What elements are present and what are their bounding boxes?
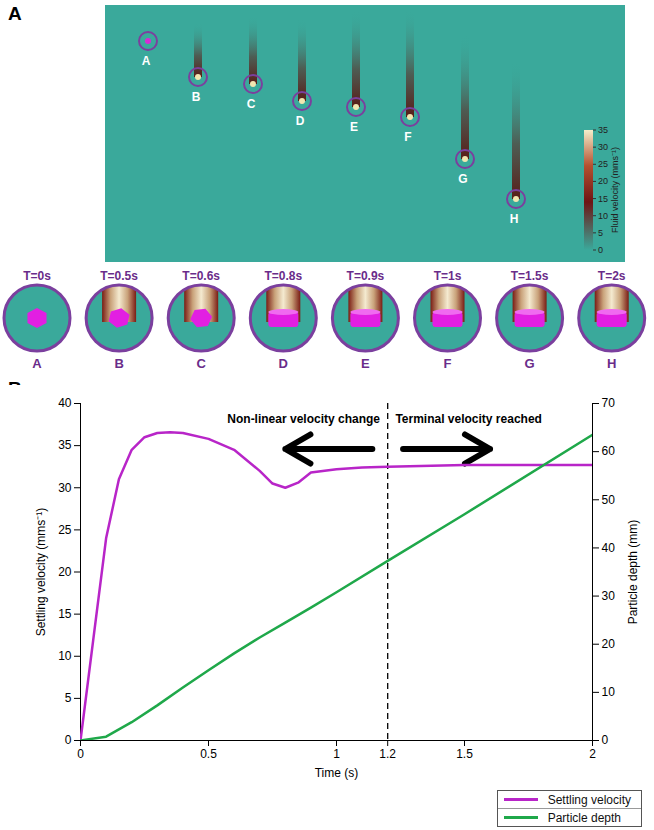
- svg-text:5: 5: [65, 691, 72, 705]
- svg-text:0: 0: [65, 733, 72, 747]
- svg-text:Time (s): Time (s): [315, 766, 359, 780]
- svg-text:15: 15: [58, 607, 72, 621]
- svg-text:A: A: [8, 3, 22, 24]
- svg-text:30: 30: [598, 142, 608, 152]
- svg-text:40: 40: [58, 396, 72, 410]
- svg-text:T=0.5s: T=0.5s: [100, 269, 138, 283]
- svg-text:D: D: [279, 356, 288, 371]
- svg-text:G: G: [525, 356, 535, 371]
- svg-text:30: 30: [58, 481, 72, 495]
- svg-text:30: 30: [602, 589, 616, 603]
- html-text:B: B: [8, 378, 22, 399]
- svg-text:1.5: 1.5: [456, 747, 473, 761]
- svg-text:2: 2: [589, 747, 596, 761]
- svg-text:10: 10: [602, 685, 616, 699]
- svg-text:1.2: 1.2: [379, 747, 396, 761]
- html-text:Settling velocity: Settling velocity: [547, 792, 631, 807]
- svg-text:B: B: [114, 356, 123, 371]
- svg-text:Terminal velocity reached: Terminal velocity reached: [395, 412, 542, 426]
- svg-text:T=0s: T=0s: [23, 269, 51, 283]
- svg-text:A: A: [32, 356, 42, 371]
- svg-text:25: 25: [58, 523, 72, 537]
- svg-text:20: 20: [598, 176, 608, 186]
- svg-text:H: H: [607, 356, 616, 371]
- svg-text:35: 35: [598, 125, 608, 135]
- svg-text:20: 20: [58, 565, 72, 579]
- svg-text:T=1s: T=1s: [434, 269, 462, 283]
- svg-text:Fluid velocity (mms⁻¹): Fluid velocity (mms⁻¹): [610, 147, 620, 233]
- svg-text:F: F: [404, 130, 411, 144]
- svg-text:20: 20: [602, 637, 616, 651]
- svg-text:10: 10: [598, 211, 608, 221]
- svg-text:5: 5: [598, 228, 603, 238]
- svg-text:F: F: [444, 356, 452, 371]
- svg-text:Non-linear velocity change: Non-linear velocity change: [227, 412, 380, 426]
- svg-text:10: 10: [58, 649, 72, 663]
- svg-text:Settling velocity (mms⁻¹): Settling velocity (mms⁻¹): [34, 508, 48, 637]
- svg-text:T=0.6s: T=0.6s: [182, 269, 220, 283]
- svg-text:B: B: [192, 90, 201, 104]
- svg-text:Particle depth (mm): Particle depth (mm): [626, 520, 640, 625]
- svg-text:50: 50: [602, 493, 616, 507]
- svg-text:E: E: [361, 356, 370, 371]
- svg-text:40: 40: [602, 541, 616, 555]
- svg-text:25: 25: [598, 159, 608, 169]
- svg-text:C: C: [197, 356, 207, 371]
- svg-text:T=0.9s: T=0.9s: [347, 269, 385, 283]
- svg-text:0: 0: [598, 245, 603, 255]
- svg-text:70: 70: [602, 396, 616, 410]
- html-text:Particle depth: Particle depth: [547, 810, 621, 825]
- svg-text:15: 15: [598, 194, 608, 204]
- svg-text:C: C: [247, 97, 256, 111]
- svg-text:H: H: [510, 212, 519, 226]
- svg-text:T=1.5s: T=1.5s: [511, 269, 549, 283]
- svg-text:60: 60: [602, 444, 616, 458]
- svg-text:0.5: 0.5: [200, 747, 217, 761]
- svg-text:T=0.8s: T=0.8s: [264, 269, 302, 283]
- svg-text:0: 0: [77, 747, 84, 761]
- svg-text:D: D: [296, 114, 305, 128]
- svg-text:G: G: [458, 172, 467, 186]
- svg-text:35: 35: [58, 438, 72, 452]
- svg-text:1: 1: [333, 747, 340, 761]
- svg-text:0: 0: [602, 733, 609, 747]
- svg-text:E: E: [350, 120, 358, 134]
- svg-text:T=2s: T=2s: [598, 269, 626, 283]
- svg-text:A: A: [142, 54, 151, 68]
